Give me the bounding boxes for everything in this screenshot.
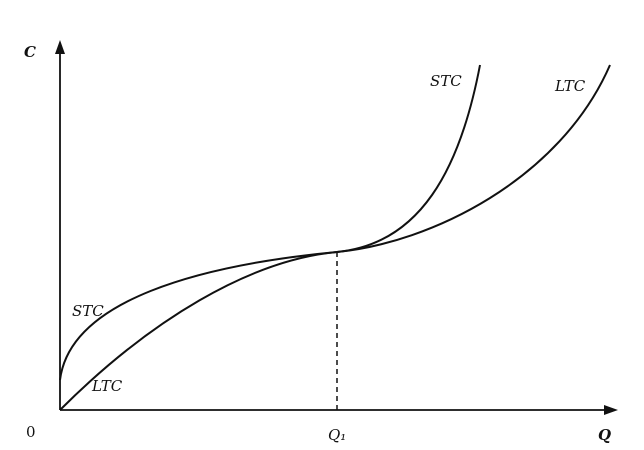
y-axis-label: C [24, 43, 36, 61]
ltc-label-top: LTC [554, 77, 586, 95]
x-arrow [604, 405, 618, 415]
stc-label-top: STC [430, 72, 462, 90]
y-arrow [55, 40, 65, 54]
x-axis-label: Q [598, 426, 611, 444]
ltc-label-bottom: LTC [91, 377, 123, 395]
stc-curve [59, 64, 481, 381]
q1-label: Q₁ [328, 426, 346, 444]
origin-label: 0 [26, 423, 36, 441]
ltc-curve [59, 64, 611, 411]
stc-label-bottom: STC [72, 302, 104, 320]
